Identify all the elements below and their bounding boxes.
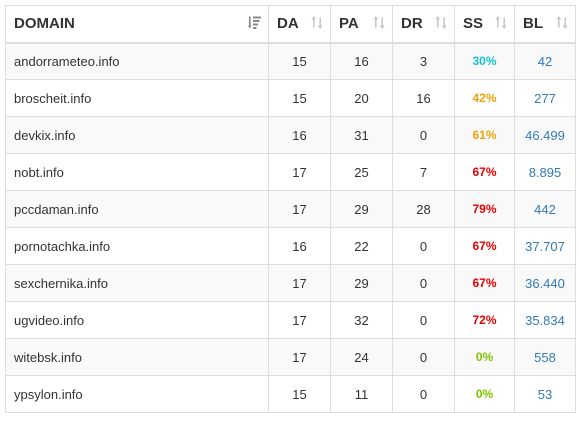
da-cell: 16 [268, 227, 331, 265]
domain-cell: pornotachka.info [5, 227, 269, 265]
column-header-label: PA [339, 15, 359, 33]
sort-arrows-icon[interactable] [310, 15, 324, 32]
table-row: sexchernika.info 17 29 0 67% 36.440 [5, 264, 576, 302]
da-cell: 17 [268, 338, 331, 376]
dr-cell: 0 [392, 301, 455, 339]
pa-cell: 24 [330, 338, 393, 376]
dr-cell: 0 [392, 338, 455, 376]
table-row: devkix.info 16 31 0 61% 46.499 [5, 116, 576, 154]
domain-cell: sexchernika.info [5, 264, 269, 302]
dr-cell: 0 [392, 375, 455, 413]
column-header-label: DR [401, 15, 423, 33]
pa-cell: 25 [330, 153, 393, 191]
ss-cell: 67% [454, 227, 515, 265]
column-header-label: DOMAIN [14, 15, 75, 33]
ss-cell: 0% [454, 375, 515, 413]
domain-cell: ugvideo.info [5, 301, 269, 339]
domain-cell: ypsylon.info [5, 375, 269, 413]
bl-cell[interactable]: 46.499 [514, 116, 576, 154]
sort-arrows-icon[interactable] [372, 15, 386, 32]
column-header-label: DA [277, 15, 299, 33]
bl-cell[interactable]: 53 [514, 375, 576, 413]
column-header-pa[interactable]: PA [330, 5, 393, 44]
pa-cell: 31 [330, 116, 393, 154]
bl-cell[interactable]: 8.895 [514, 153, 576, 191]
table-row: nobt.info 17 25 7 67% 8.895 [5, 153, 576, 191]
pa-cell: 22 [330, 227, 393, 265]
domain-metrics-table: DOMAIN DA [5, 5, 576, 413]
domain-cell: andorrameteo.info [5, 42, 269, 80]
column-header-ss[interactable]: SS [454, 5, 515, 44]
da-cell: 17 [268, 264, 331, 302]
dr-cell: 0 [392, 227, 455, 265]
table-row: witebsk.info 17 24 0 0% 558 [5, 338, 576, 376]
ss-cell: 79% [454, 190, 515, 228]
pa-cell: 16 [330, 42, 393, 80]
ss-cell: 67% [454, 153, 515, 191]
ss-cell: 72% [454, 301, 515, 339]
pa-cell: 32 [330, 301, 393, 339]
dr-cell: 0 [392, 116, 455, 154]
column-header-label: SS [463, 15, 484, 33]
bl-cell[interactable]: 42 [514, 42, 576, 80]
sort-amount-desc-icon[interactable] [248, 15, 262, 32]
ss-cell: 30% [454, 42, 515, 80]
table-row: andorrameteo.info 15 16 3 30% 42 [5, 42, 576, 80]
domain-cell: pccdaman.info [5, 190, 269, 228]
ss-cell: 42% [454, 79, 515, 117]
table-row: pccdaman.info 17 29 28 79% 442 [5, 190, 576, 228]
pa-cell: 29 [330, 264, 393, 302]
table-body: andorrameteo.info 15 16 3 30% 42 brosche… [5, 42, 576, 413]
domain-table-container: DOMAIN DA [5, 5, 576, 413]
dr-cell: 7 [392, 153, 455, 191]
table-row: broscheit.info 15 20 16 42% 277 [5, 79, 576, 117]
sort-arrows-icon[interactable] [434, 15, 448, 32]
pa-cell: 29 [330, 190, 393, 228]
column-header-bl[interactable]: BL [514, 5, 576, 44]
domain-cell: witebsk.info [5, 338, 269, 376]
dr-cell: 28 [392, 190, 455, 228]
da-cell: 16 [268, 116, 331, 154]
dr-cell: 0 [392, 264, 455, 302]
da-cell: 15 [268, 79, 331, 117]
sort-arrows-icon[interactable] [494, 15, 508, 32]
bl-cell[interactable]: 36.440 [514, 264, 576, 302]
ss-cell: 0% [454, 338, 515, 376]
column-header-label: BL [523, 15, 543, 33]
column-header-da[interactable]: DA [268, 5, 331, 44]
da-cell: 15 [268, 375, 331, 413]
ss-cell: 61% [454, 116, 515, 154]
bl-cell[interactable]: 442 [514, 190, 576, 228]
column-header-domain[interactable]: DOMAIN [5, 5, 269, 44]
bl-cell[interactable]: 277 [514, 79, 576, 117]
column-header-dr[interactable]: DR [392, 5, 455, 44]
ss-cell: 67% [454, 264, 515, 302]
bl-cell[interactable]: 35.834 [514, 301, 576, 339]
pa-cell: 11 [330, 375, 393, 413]
table-row: ugvideo.info 17 32 0 72% 35.834 [5, 301, 576, 339]
table-header-row: DOMAIN DA [5, 5, 576, 44]
domain-cell: broscheit.info [5, 79, 269, 117]
bl-cell[interactable]: 558 [514, 338, 576, 376]
sort-arrows-icon[interactable] [555, 15, 569, 32]
pa-cell: 20 [330, 79, 393, 117]
da-cell: 17 [268, 301, 331, 339]
bl-cell[interactable]: 37.707 [514, 227, 576, 265]
dr-cell: 3 [392, 42, 455, 80]
domain-cell: nobt.info [5, 153, 269, 191]
table-row: ypsylon.info 15 11 0 0% 53 [5, 375, 576, 413]
domain-cell: devkix.info [5, 116, 269, 154]
dr-cell: 16 [392, 79, 455, 117]
table-row: pornotachka.info 16 22 0 67% 37.707 [5, 227, 576, 265]
da-cell: 15 [268, 42, 331, 80]
da-cell: 17 [268, 190, 331, 228]
da-cell: 17 [268, 153, 331, 191]
